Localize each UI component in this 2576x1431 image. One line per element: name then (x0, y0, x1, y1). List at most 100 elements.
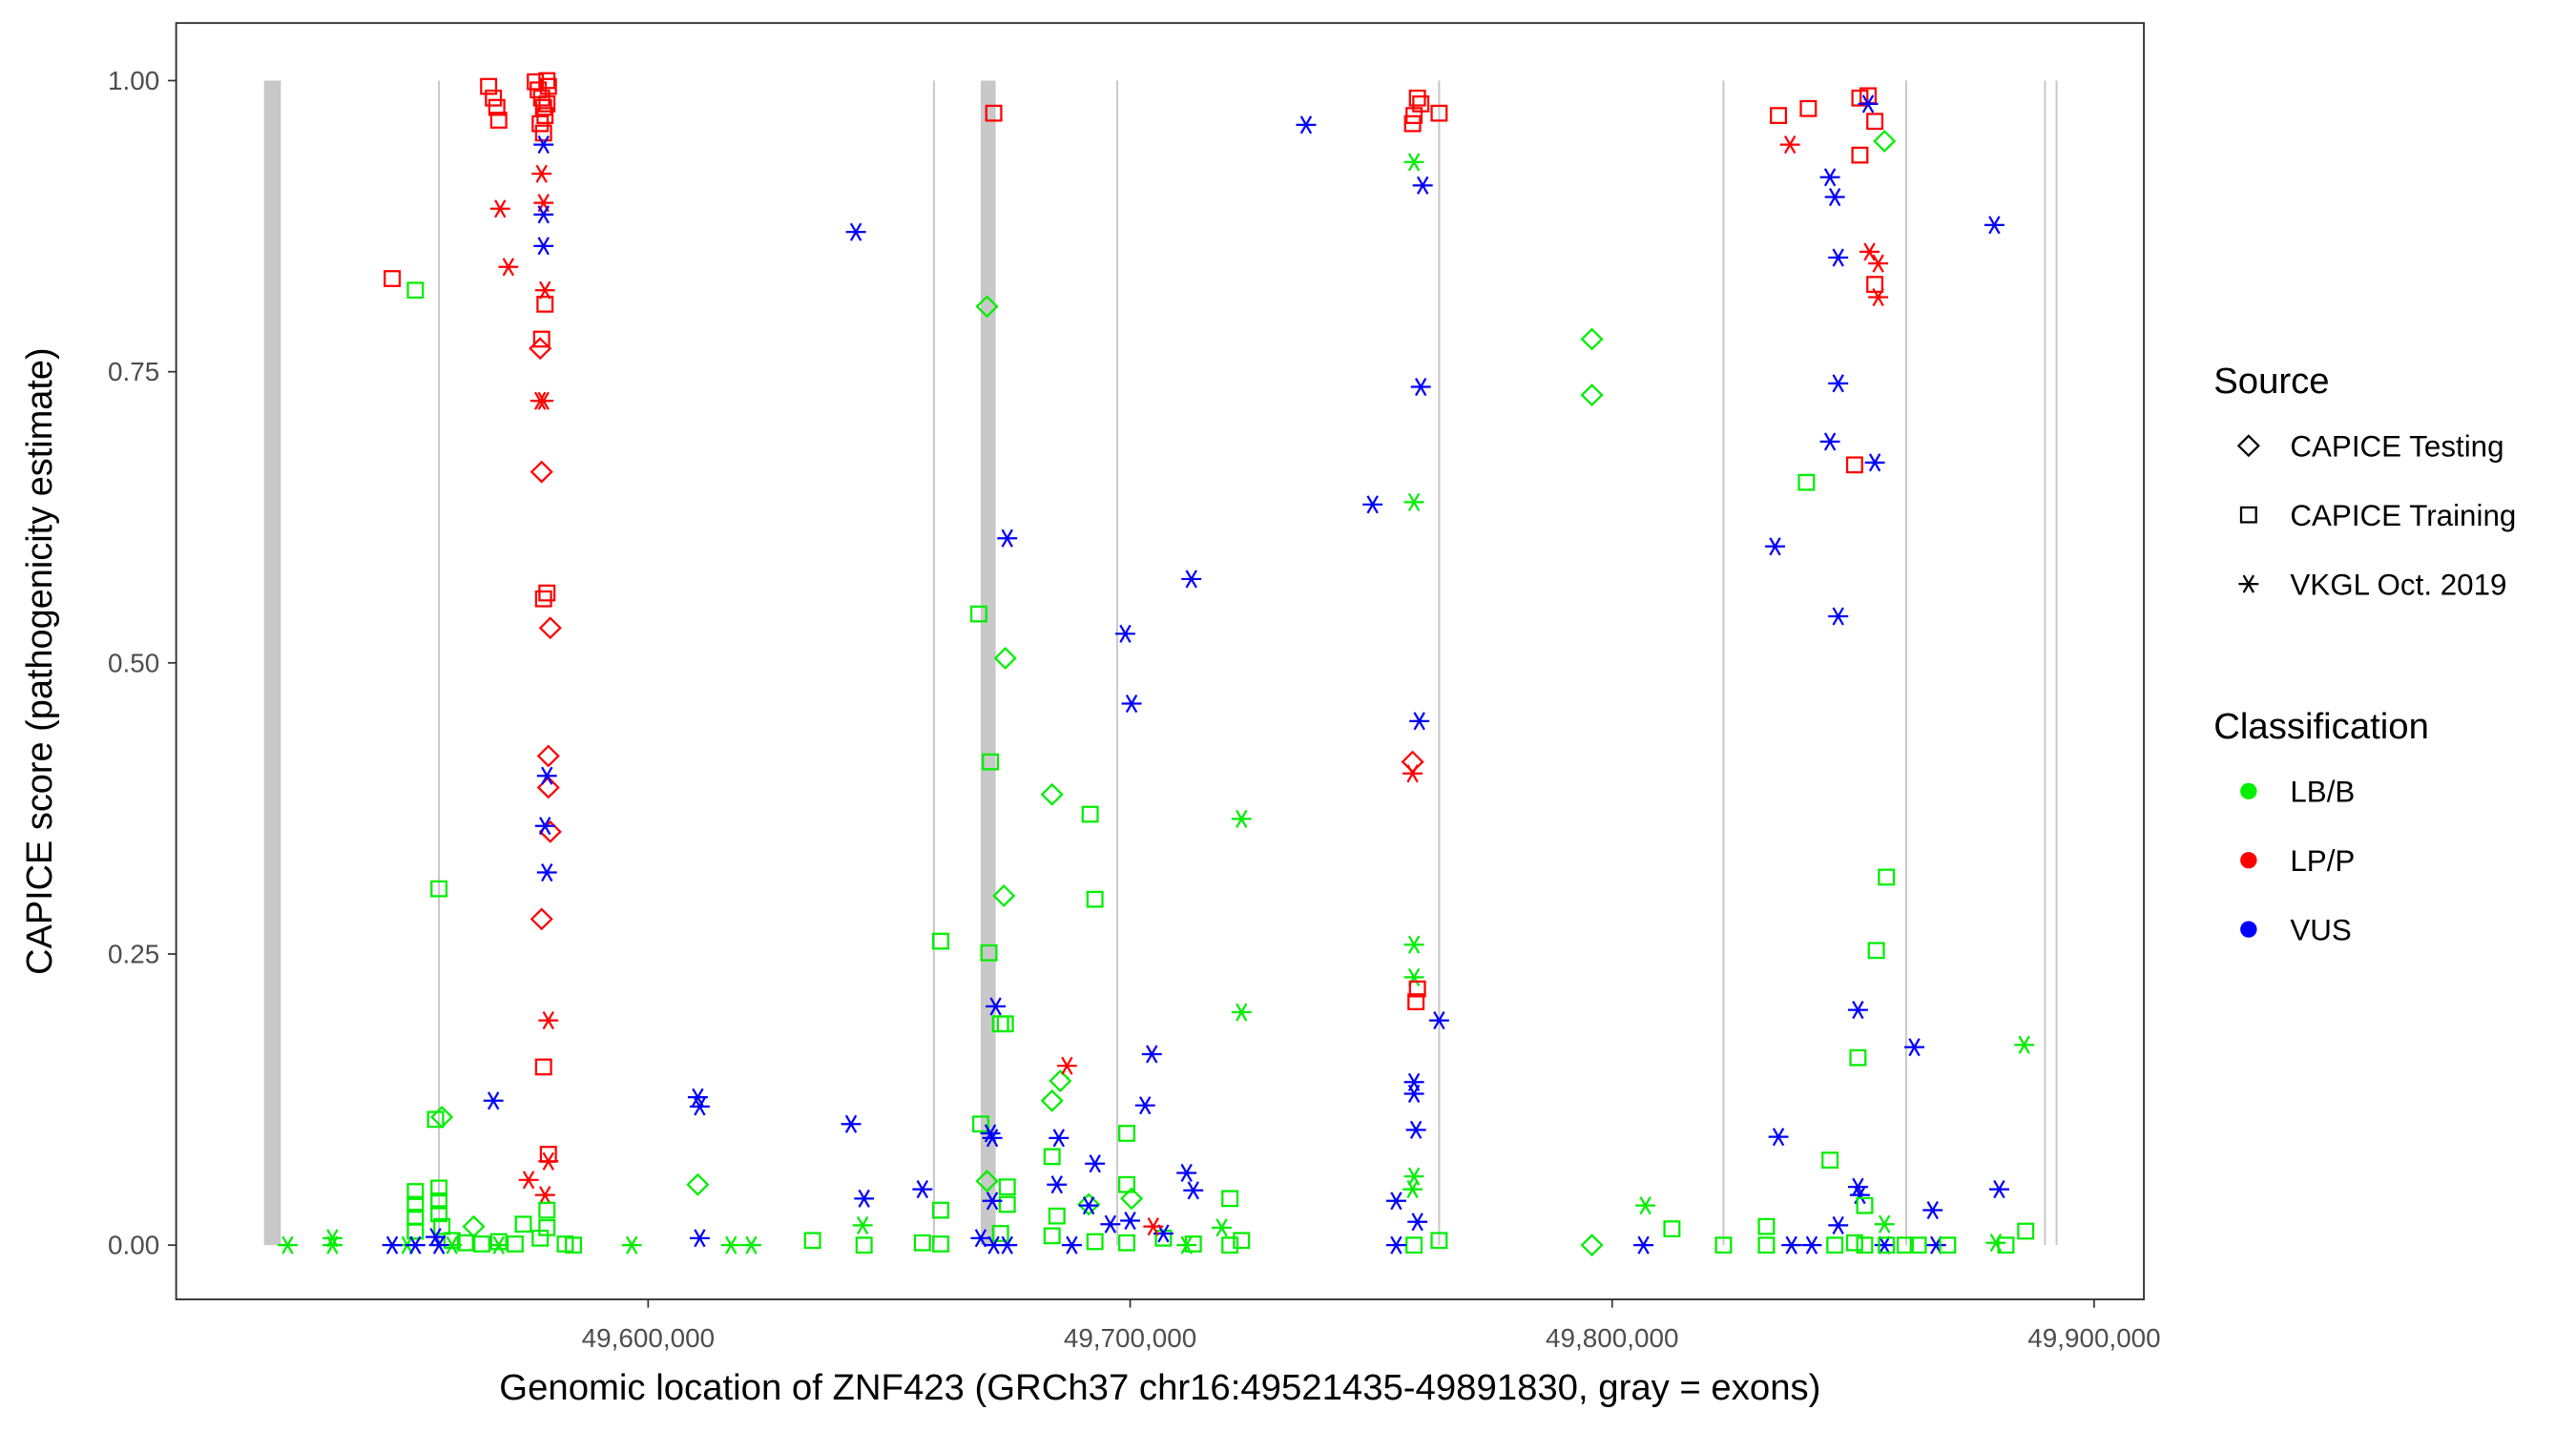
data-point-asterisk (997, 1235, 1018, 1255)
legend-classification-label: VUS (2290, 913, 2351, 946)
data-point-asterisk (426, 1228, 447, 1247)
data-point-asterisk (1781, 1235, 1802, 1255)
data-point-square (1221, 1190, 1239, 1208)
data-point-diamond (1580, 384, 1604, 406)
data-point-square (426, 1110, 445, 1129)
legend-classification: Classification LB/B LP/P VUS (2213, 706, 2429, 946)
data-point-diamond (1873, 130, 1897, 153)
data-point-square (1430, 104, 1448, 122)
data-point-asterisk (689, 1229, 710, 1248)
y-axis-title: CAPICE score (pathogenicity estimate) (19, 347, 60, 974)
data-point-asterisk (533, 135, 554, 155)
data-point-square (1896, 1236, 1914, 1255)
data-point-diamond (1580, 1234, 1604, 1257)
data-point-asterisk (1047, 1175, 1068, 1194)
data-point-asterisk (1801, 1235, 1822, 1255)
data-point-asterisk (382, 1235, 403, 1255)
data-point-asterisk (1078, 1196, 1099, 1215)
data-point-square (1081, 805, 1099, 823)
data-point-asterisk (1859, 242, 1880, 261)
exon-band (1115, 80, 1118, 1246)
data-point-square (514, 1215, 532, 1234)
data-point-asterisk (1120, 1211, 1141, 1231)
data-point-square (1866, 113, 1884, 131)
legend-source-label: VKGL Oct. 2019 (2290, 568, 2506, 601)
data-point-asterisk (1768, 1128, 1789, 1147)
data-point-square (1851, 146, 1869, 164)
data-point-square (1118, 1125, 1135, 1142)
data-point-diamond (530, 460, 553, 484)
data-point-square (538, 1218, 556, 1236)
data-point-asterisk (720, 1235, 741, 1255)
data-point-asterisk (1134, 1096, 1155, 1115)
data-point-square (1408, 980, 1426, 998)
data-point-asterisk (1409, 712, 1430, 731)
data-point-asterisk (1407, 1213, 1428, 1232)
data-point-square (1856, 1196, 1874, 1214)
data-point-asterisk (1779, 135, 1800, 155)
data-point-diamond (536, 744, 560, 768)
data-point-asterisk (1405, 1120, 1426, 1139)
legend-diamond-icon (2236, 434, 2260, 458)
data-point-asterisk (1868, 287, 1889, 307)
data-point-square (534, 1058, 552, 1076)
data-point-asterisk (1296, 115, 1317, 135)
data-point-square (803, 1232, 821, 1250)
legend-square-icon (2239, 506, 2257, 524)
data-point-asterisk (1402, 764, 1423, 783)
data-point-square (565, 1236, 583, 1255)
data-point-asterisk (1121, 694, 1142, 714)
data-point-square (1878, 868, 1896, 886)
data-point-square (932, 1235, 949, 1253)
data-point-square (1408, 89, 1426, 107)
data-point-square (969, 605, 987, 623)
data-point-asterisk (1176, 1163, 1197, 1183)
legend-dot-icon (2240, 852, 2257, 869)
data-point-square (1403, 114, 1422, 133)
data-point-asterisk (1633, 1235, 1654, 1255)
data-point-square (1118, 1234, 1135, 1252)
x-axis: 49,600,000 49,700,000 49,800,000 49,900,000 (582, 1299, 2161, 1353)
data-point-asterisk (534, 1186, 555, 1205)
data-point-asterisk (1765, 537, 1785, 556)
legend-source-title: Source (2213, 361, 2329, 402)
data-point-square (1826, 1236, 1844, 1255)
data-point-asterisk (1828, 607, 1849, 626)
exon-band (980, 80, 996, 1246)
data-point-asterisk (1085, 1154, 1106, 1173)
data-point-asterisk (1864, 453, 1885, 472)
data-point-square (932, 932, 949, 950)
data-point-asterisk (428, 1235, 449, 1255)
data-point-square (1407, 993, 1425, 1010)
data-point-asterisk (538, 1151, 559, 1171)
data-point-asterisk (531, 164, 552, 183)
x-tick-label: 49,600,000 (582, 1323, 715, 1353)
data-point-asterisk (405, 1235, 426, 1255)
data-point-asterisk (1141, 1045, 1162, 1064)
data-point-square (1663, 1220, 1681, 1237)
data-point-asterisk (489, 199, 510, 218)
data-point-asterisk (741, 1235, 761, 1255)
data-point-square (998, 1178, 1016, 1196)
data-point-square (538, 95, 556, 113)
legend-classification-title: Classification (2213, 706, 2429, 747)
data-point-square (536, 295, 554, 313)
data-point-square (1821, 1151, 1839, 1169)
data-point-square (1997, 1236, 2015, 1255)
data-point-asterisk (621, 1235, 642, 1255)
data-point-square (1221, 1236, 1239, 1255)
data-point-square (489, 1233, 508, 1251)
data-point-square (433, 1217, 451, 1235)
exon-bands (263, 80, 2058, 1246)
exon-band (263, 80, 281, 1246)
data-point-square (1714, 1236, 1733, 1255)
data-point-asterisk (488, 1235, 509, 1255)
data-point-square (506, 1235, 524, 1253)
legend-classification-label: LB/B (2290, 776, 2355, 809)
data-point-square (1797, 473, 1816, 491)
x-tick-label: 49,900,000 (2027, 1323, 2160, 1353)
data-point-asterisk (1847, 1001, 1868, 1020)
data-point-square (913, 1234, 931, 1252)
data-point-square (1086, 890, 1104, 908)
